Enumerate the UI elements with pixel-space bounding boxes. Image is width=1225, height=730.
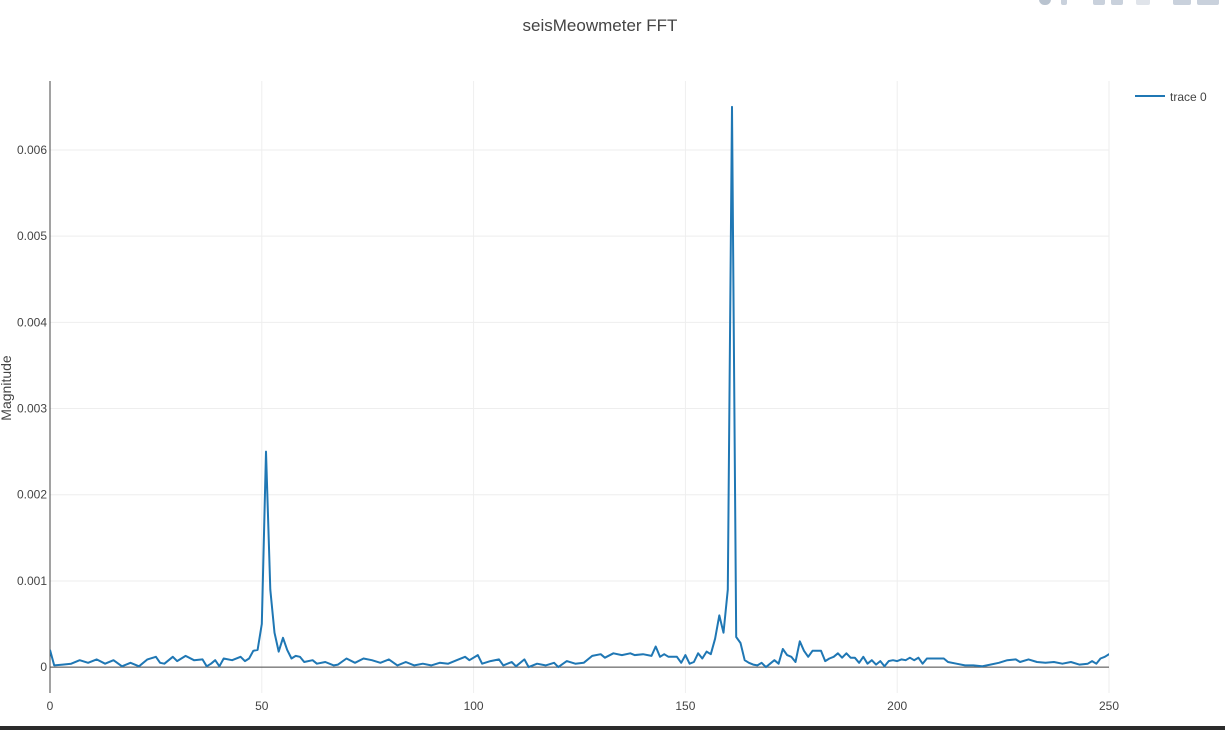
x-tick-label: 150	[675, 699, 695, 713]
x-tick-label: 50	[255, 699, 269, 713]
window-bottom-edge	[0, 726, 1225, 730]
tick-labels: 0 50 100 150 200 250 0 0.001 0.002 0.003 0.004 0.00…	[17, 143, 1119, 713]
zoom-out-icon[interactable]	[1111, 0, 1123, 5]
y-tick-label: 0.002	[17, 488, 47, 502]
chart-title: seisMeowmeter FFT	[523, 16, 678, 35]
y-tick-label: 0.003	[17, 402, 47, 416]
zoom-icon[interactable]	[1039, 0, 1051, 5]
zoom-in-icon[interactable]	[1093, 0, 1105, 5]
y-tick-label: 0.005	[17, 229, 47, 243]
modebar	[1035, 0, 1225, 6]
y-tick-label: 0.004	[17, 315, 47, 329]
x-tick-label: 200	[887, 699, 907, 713]
x-tick-label: 100	[464, 699, 484, 713]
autoscale-icon[interactable]	[1136, 0, 1150, 5]
y-tick-label: 0.006	[17, 143, 47, 157]
pan-icon[interactable]	[1061, 0, 1067, 5]
y-tick-label: 0	[40, 660, 47, 674]
series-line-trace-0	[50, 105, 1109, 669]
y-tick-label: 0.001	[17, 574, 47, 588]
y-axis-title: Magnitude	[0, 355, 14, 421]
legend-label-trace-0[interactable]: trace 0	[1170, 90, 1207, 104]
grid-lines	[50, 81, 1110, 693]
x-tick-label: 250	[1099, 699, 1119, 713]
x-tick-label: 0	[47, 699, 54, 713]
reset-axes-icon[interactable]	[1173, 0, 1191, 5]
hover-icon[interactable]	[1197, 0, 1219, 5]
legend[interactable]: trace 0	[1135, 90, 1207, 104]
